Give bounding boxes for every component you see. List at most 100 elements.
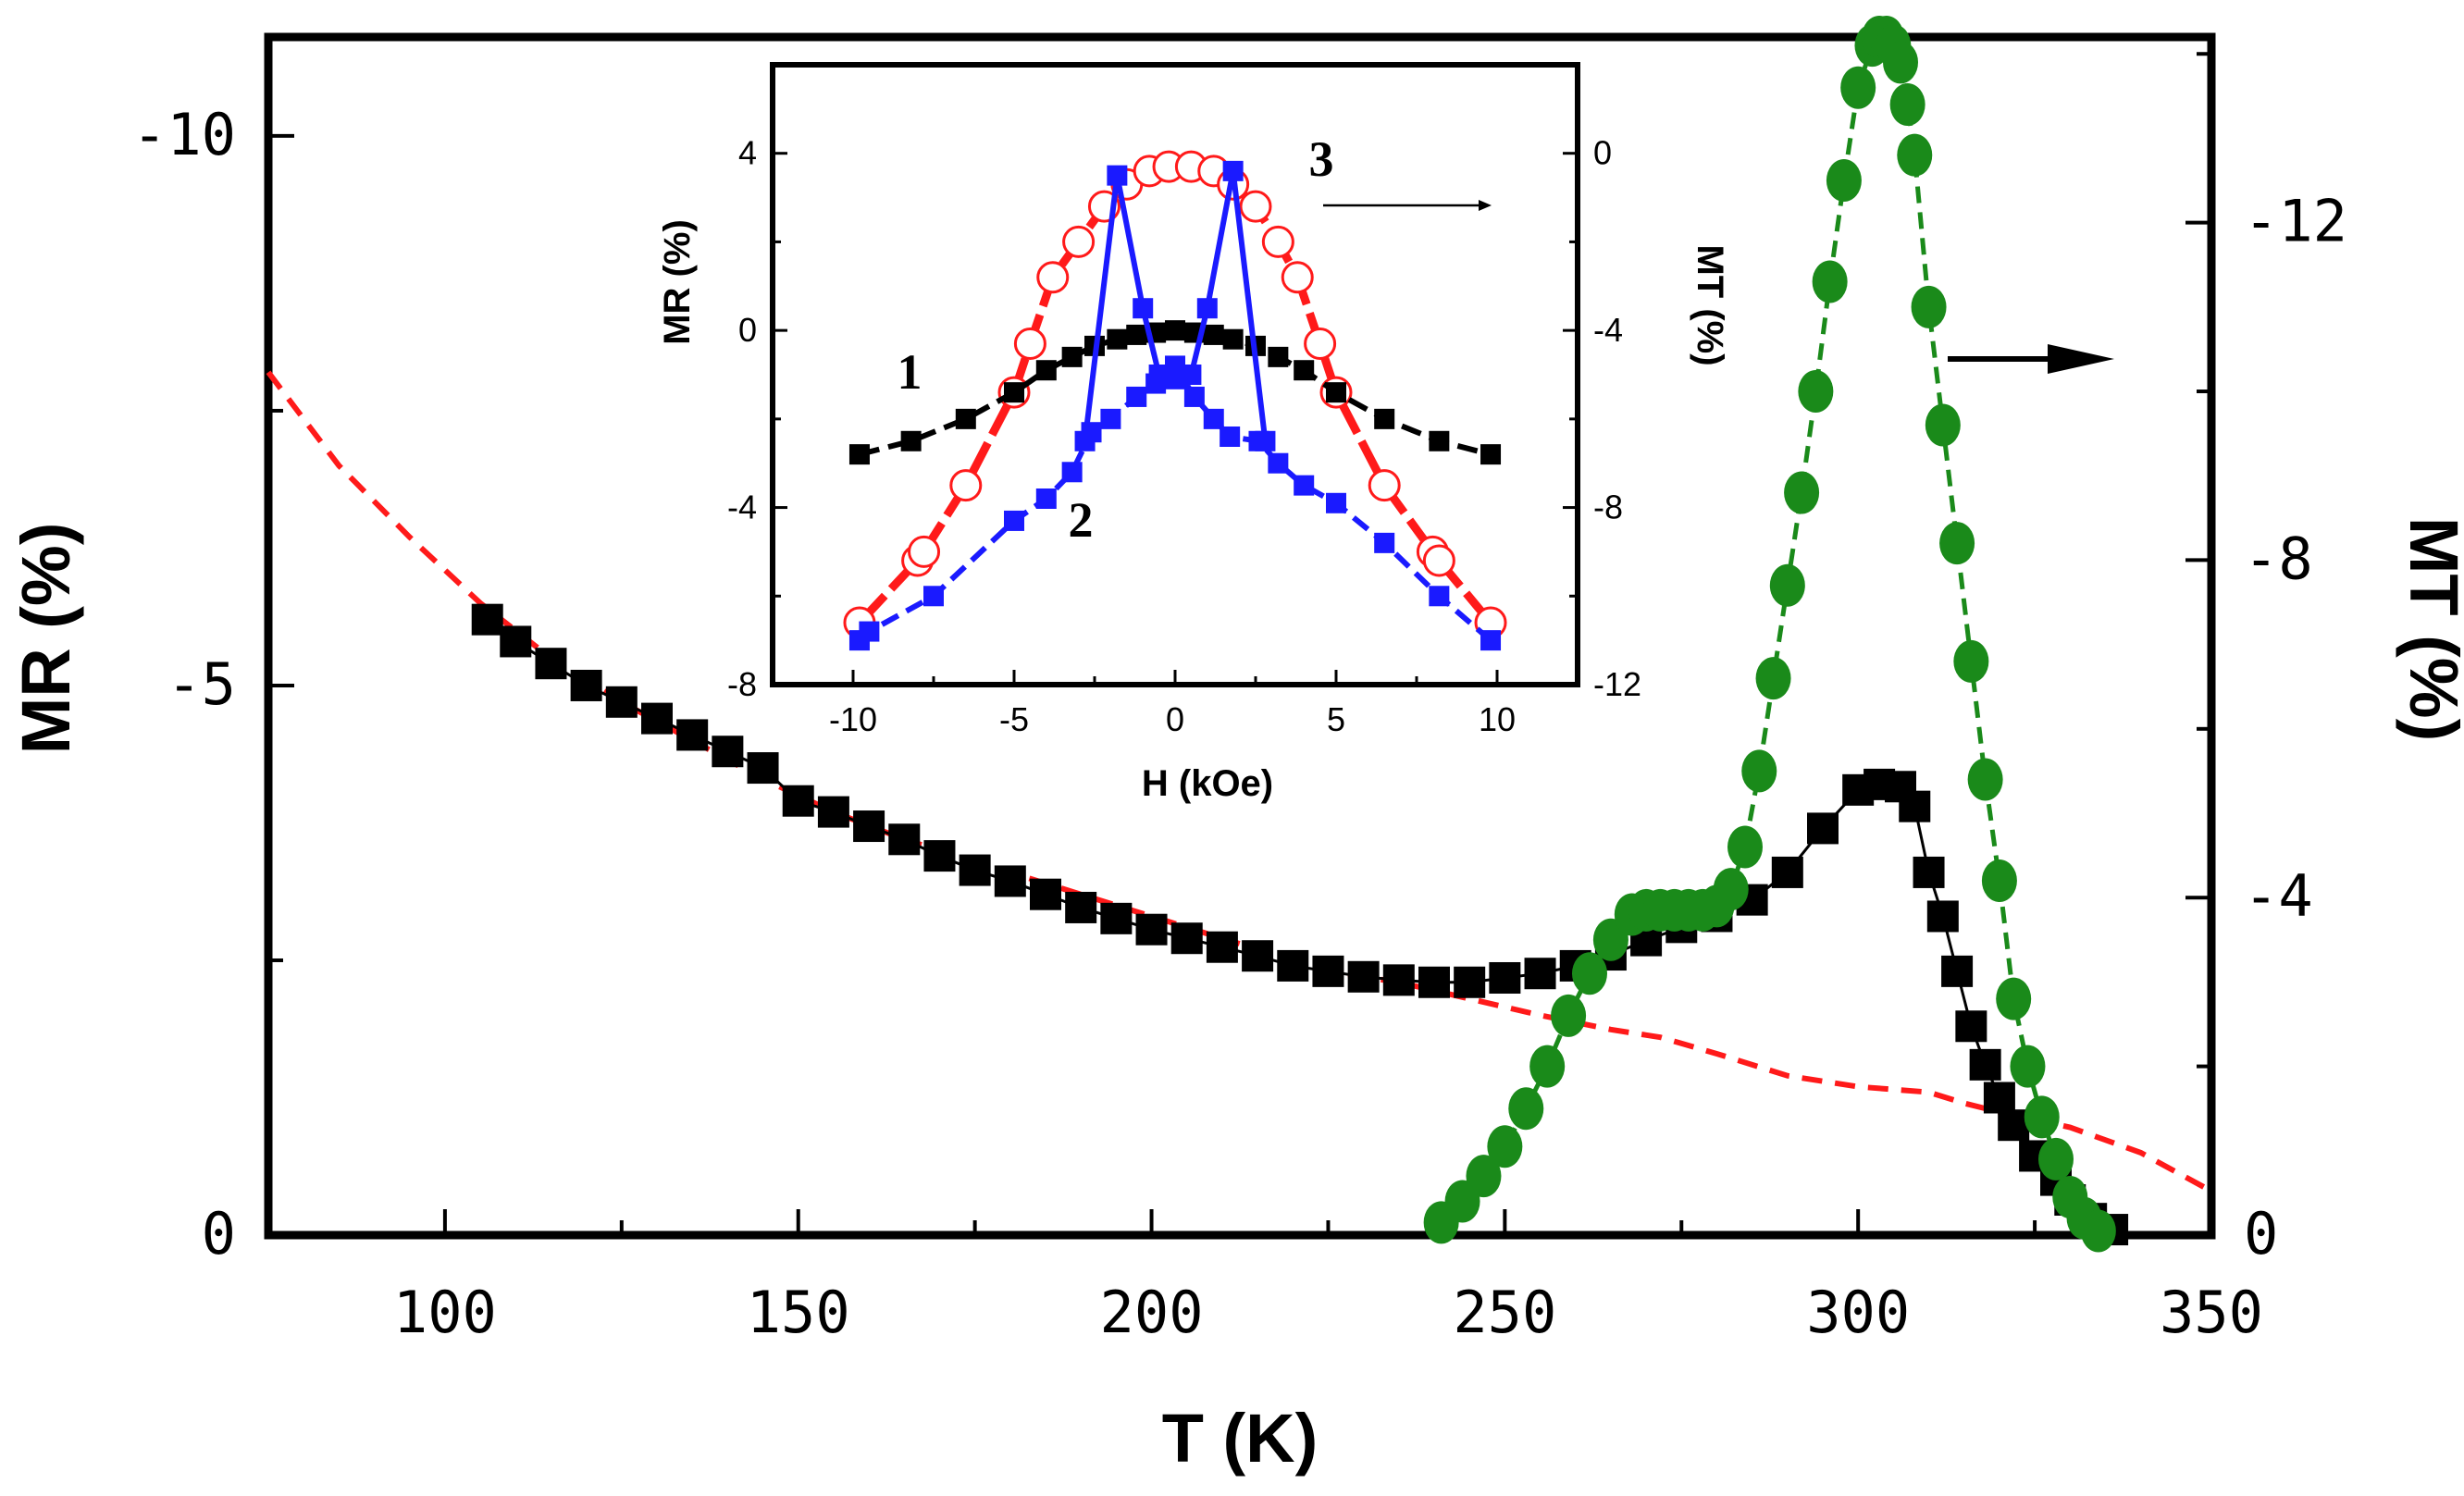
mr-data-point <box>1771 856 1803 888</box>
mr-data-point <box>1969 1048 2001 1081</box>
mt-data-point <box>1784 471 1820 514</box>
inset-x-axis-title: H (kOe) <box>1142 763 1273 804</box>
inset-series-2-point <box>1374 532 1395 553</box>
inset-series-2-point <box>1126 386 1147 407</box>
mt-data-point <box>1466 1155 1502 1198</box>
mt-data-point <box>1996 977 2032 1020</box>
mr-data-point <box>1913 856 1945 888</box>
mt-data-point <box>1487 1125 1523 1168</box>
y-left-tick-label: 0 <box>202 1200 236 1267</box>
inset-y-right-tick-label: 0 <box>1593 134 1612 172</box>
inset-series-2-peak-point <box>1107 165 1128 186</box>
curve-label-1: 1 <box>898 344 922 400</box>
mr-data-point <box>1899 790 1931 822</box>
y-right-tick-label: 0 <box>2244 1200 2278 1267</box>
inset-series-2-point <box>1004 510 1024 531</box>
mr-data-point <box>641 702 673 735</box>
mt-data-point <box>1812 260 1848 303</box>
mr-data-point <box>570 669 602 701</box>
inset-series-1-point <box>1203 324 1224 345</box>
inset-series-3-point <box>1239 190 1272 223</box>
inset-series-1-point <box>848 444 870 465</box>
inset-series-2-point <box>859 621 880 642</box>
inset-x-tick-label: 10 <box>1479 700 1516 738</box>
mr-data-point <box>1135 913 1168 946</box>
mt-data-point <box>1826 159 1862 203</box>
inset-series-1-point <box>1326 382 1346 403</box>
mt-data-point <box>1529 1045 1566 1088</box>
inset-series-3-point <box>1368 469 1401 502</box>
inset-y-left-axis-title: MR (%) <box>657 219 698 345</box>
mr-data-line <box>486 618 2113 1231</box>
x-tick-label: 300 <box>1806 1279 1910 1346</box>
mr-data-point <box>535 648 567 680</box>
inset-series-2-peak-point <box>1181 365 1202 385</box>
mr-data-point <box>1242 940 1274 972</box>
curve-label-3: 3 <box>1309 131 1334 187</box>
mt-data-point <box>2038 1137 2074 1181</box>
y-left-tick-label: -5 <box>167 650 236 718</box>
mt-data-point <box>1741 749 1777 793</box>
inset-x-tick-label: -5 <box>999 700 1029 738</box>
mt-data-point <box>1981 859 2017 902</box>
inset-series-1-point <box>1035 360 1057 381</box>
mt-data-point <box>1798 370 1834 414</box>
mt-data-point <box>1572 952 1607 995</box>
inset-x-tick-label: 5 <box>1327 700 1345 738</box>
inset-y-right-tick-label: -12 <box>1593 665 1641 703</box>
inset-x-tick-label: -10 <box>829 700 877 738</box>
mr-data-point <box>1170 922 1203 955</box>
mt-data-point <box>1727 825 1763 869</box>
mt-data-point <box>1953 639 1989 683</box>
inset-series-2-peak-point <box>1255 430 1276 451</box>
mr-data-point <box>1347 960 1380 993</box>
inset-series-1-point <box>1107 328 1128 350</box>
mr-data-point <box>605 686 638 718</box>
inset-series-2-point <box>1061 462 1083 483</box>
inset-series-3-point <box>1422 544 1455 577</box>
inset-series-1-point <box>1268 346 1289 367</box>
inset-y-left-tick-label: -4 <box>727 488 757 526</box>
inset-series-3-point <box>908 535 941 568</box>
inset-series-2-peak-point <box>1196 298 1218 319</box>
x-tick-label: 250 <box>1453 1279 1556 1346</box>
x-tick-label: 350 <box>2160 1279 2263 1346</box>
inset-series-1-point <box>1374 408 1395 429</box>
mr-data-point <box>782 785 814 817</box>
x-axis-title: T (K) <box>1162 1400 1319 1477</box>
inset-series-2-peak-point <box>1074 430 1096 451</box>
inset-series-1-point <box>1165 320 1185 341</box>
y-right-tick-label: -4 <box>2244 862 2313 930</box>
mr-data-point <box>1065 891 1097 923</box>
mt-data-point <box>2010 1045 2046 1088</box>
mt-data-point <box>1939 522 1975 565</box>
inset-series-2-peak-point <box>1148 365 1170 385</box>
inset-series-3-point <box>1013 328 1046 360</box>
inset-series-2-point <box>1326 492 1346 513</box>
inset-series-1-point <box>900 430 922 451</box>
mr-data-point <box>1926 900 1959 933</box>
inset-series-1-point <box>1222 328 1244 350</box>
mr-data-point <box>888 823 921 856</box>
inset-series-2-point <box>1035 488 1057 509</box>
inset-series-3-point <box>1304 328 1337 360</box>
x-tick-label: 100 <box>393 1279 497 1346</box>
main-plot-frame <box>264 32 2216 1240</box>
mr-data-point <box>676 719 709 751</box>
inset-x-tick-label: 0 <box>1166 700 1184 738</box>
inset-series-2-peak-point <box>1165 368 1185 389</box>
y-right-tick-label: -8 <box>2244 525 2313 592</box>
inset-series-1-point <box>1294 360 1315 381</box>
mr-data-point <box>817 796 849 828</box>
mr-data-point <box>1206 931 1238 963</box>
mt-arrow-head <box>2048 344 2114 374</box>
inset-series-2-point <box>1100 408 1121 429</box>
mt-data-point <box>1883 41 1918 84</box>
inset-y-left-tick-label: 4 <box>738 134 757 172</box>
mr-data-point <box>1100 902 1133 934</box>
mt-data-point <box>1911 285 1947 328</box>
mt-data-point <box>1755 657 1791 700</box>
inset-y-right-axis-title: MT (%) <box>1690 244 1730 365</box>
inset-series-2-point <box>1183 386 1205 407</box>
